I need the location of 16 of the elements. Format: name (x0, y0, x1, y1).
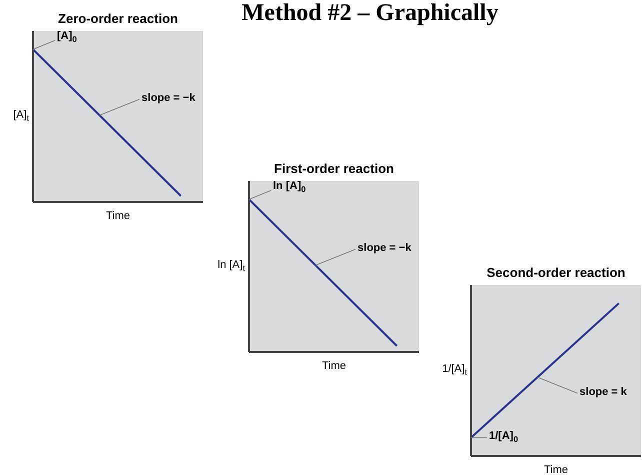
chart-title: First-order reaction (274, 161, 394, 176)
annotation: 1/[A]$_{0}$ (489, 430, 518, 444)
x-axis-title: Time (322, 360, 346, 372)
text: ln [A]$_{0}$ (273, 180, 306, 194)
annotation: slope = −k (142, 92, 196, 104)
text: Method #2 – Graphically (242, 0, 498, 26)
y-axis-title: [A]$_{t}$ (13, 109, 29, 124)
chart-title: Second-order reaction (486, 265, 626, 280)
text: [A]$_{0}$ (57, 30, 77, 44)
y-axis-title: 1/[A]$_{t}$ (442, 363, 467, 378)
y-axis-title: ln [A]$_{t}$ (218, 259, 245, 274)
chart-title: Zero-order reaction (58, 11, 178, 26)
x-axis-title: Time (544, 464, 568, 475)
annotation: slope = −k (358, 242, 412, 254)
annotation: slope = k (580, 386, 627, 398)
x-axis-title: Time (106, 210, 130, 222)
